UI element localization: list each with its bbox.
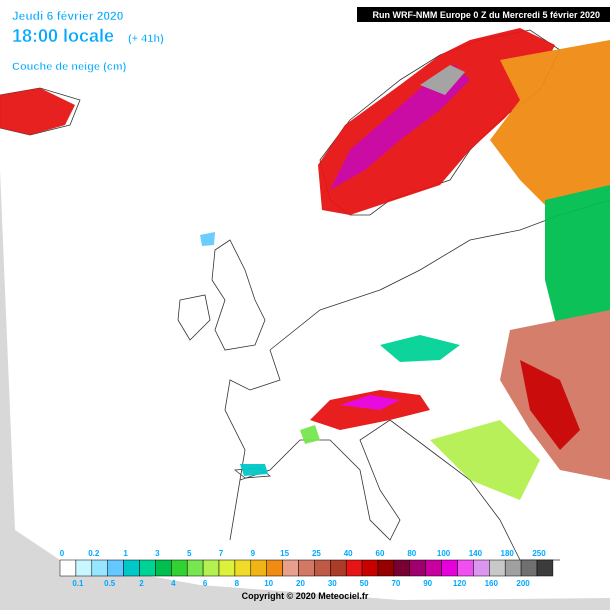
legend-swatch — [171, 559, 188, 577]
legend-swatch — [186, 559, 204, 577]
run-box — [357, 7, 610, 22]
legend-label: 3 — [155, 549, 160, 558]
legend-label: 90 — [423, 579, 432, 588]
legend-label: 8 — [235, 579, 240, 588]
legend-swatch — [489, 559, 506, 577]
legend-label: 0.5 — [104, 579, 116, 588]
legend-swatch — [91, 559, 108, 577]
legend-label: 250 — [532, 549, 546, 558]
legend-label: 2 — [139, 579, 144, 588]
legend-label: 6 — [203, 579, 208, 588]
legend-swatch — [345, 559, 363, 577]
legend-swatch — [250, 559, 267, 577]
legend-swatch — [234, 559, 252, 577]
lead-time: (+ 41h) — [128, 33, 164, 45]
legend-swatch — [457, 559, 474, 577]
legend-swatch — [377, 559, 395, 577]
legend-label: 5 — [187, 549, 192, 558]
snow-areas — [0, 28, 610, 500]
legend-swatch — [123, 559, 140, 577]
legend-swatch — [139, 559, 156, 577]
legend-swatch — [75, 559, 93, 577]
legend-label: 50 — [360, 579, 369, 588]
legend-label: 40 — [344, 549, 353, 558]
legend-label: 15 — [280, 549, 289, 558]
legend-swatch — [266, 559, 283, 577]
legend-label: 200 — [516, 579, 530, 588]
legend-swatch — [504, 559, 522, 577]
legend-label: 80 — [407, 549, 416, 558]
legend-swatch — [298, 559, 315, 577]
legend-swatch — [330, 559, 347, 577]
time: 18:00 locale — [12, 26, 114, 46]
legend-swatch — [218, 559, 236, 577]
legend-label: 180 — [501, 549, 515, 558]
legend-swatch — [155, 559, 172, 577]
legend-swatch — [520, 559, 538, 577]
run-info: Run WRF-NMM Europe 0 Z du Mercredi 5 fév… — [372, 10, 600, 20]
legend-label: 1 — [123, 549, 128, 558]
legend-swatch — [425, 559, 442, 577]
legend-swatch — [361, 559, 379, 577]
legend: 0 0.1 0.2 0.5 1 2 3 4 5 6 7 8 9 10 15 20 25 30 40 50 60 70 80 9… — [59, 549, 554, 588]
legend-label: 70 — [391, 579, 400, 588]
legend-label: 7 — [219, 549, 224, 558]
legend-swatch — [282, 559, 299, 577]
legend-label: 120 — [453, 579, 467, 588]
legend-swatch — [473, 559, 490, 577]
legend-label: 25 — [312, 549, 321, 558]
legend-label: 0.1 — [72, 579, 84, 588]
copyright: Copyright © 2020 Meteociel.fr — [242, 591, 369, 601]
legend-swatch — [314, 559, 331, 577]
legend-swatch — [441, 559, 458, 577]
legend-swatch — [59, 559, 77, 577]
legend-label: 0.2 — [88, 549, 100, 558]
legend-swatch — [409, 559, 426, 577]
product: Couche de neige (cm) — [12, 61, 127, 73]
legend-label: 160 — [485, 579, 499, 588]
legend-swatch — [202, 559, 220, 577]
legend-swatch — [536, 559, 554, 577]
legend-label: 10 — [264, 579, 273, 588]
legend-label: 4 — [171, 579, 176, 588]
legend-label: 30 — [328, 579, 337, 588]
legend-label: 140 — [469, 549, 483, 558]
legend-label: 20 — [296, 579, 305, 588]
legend-swatch — [393, 559, 411, 577]
legend-swatch — [107, 559, 124, 577]
legend-label: 0 — [60, 549, 65, 558]
legend-label: 9 — [251, 549, 256, 558]
date: Jeudi 6 février 2020 — [12, 9, 124, 23]
legend-label: 100 — [437, 549, 451, 558]
legend-label: 60 — [376, 549, 385, 558]
